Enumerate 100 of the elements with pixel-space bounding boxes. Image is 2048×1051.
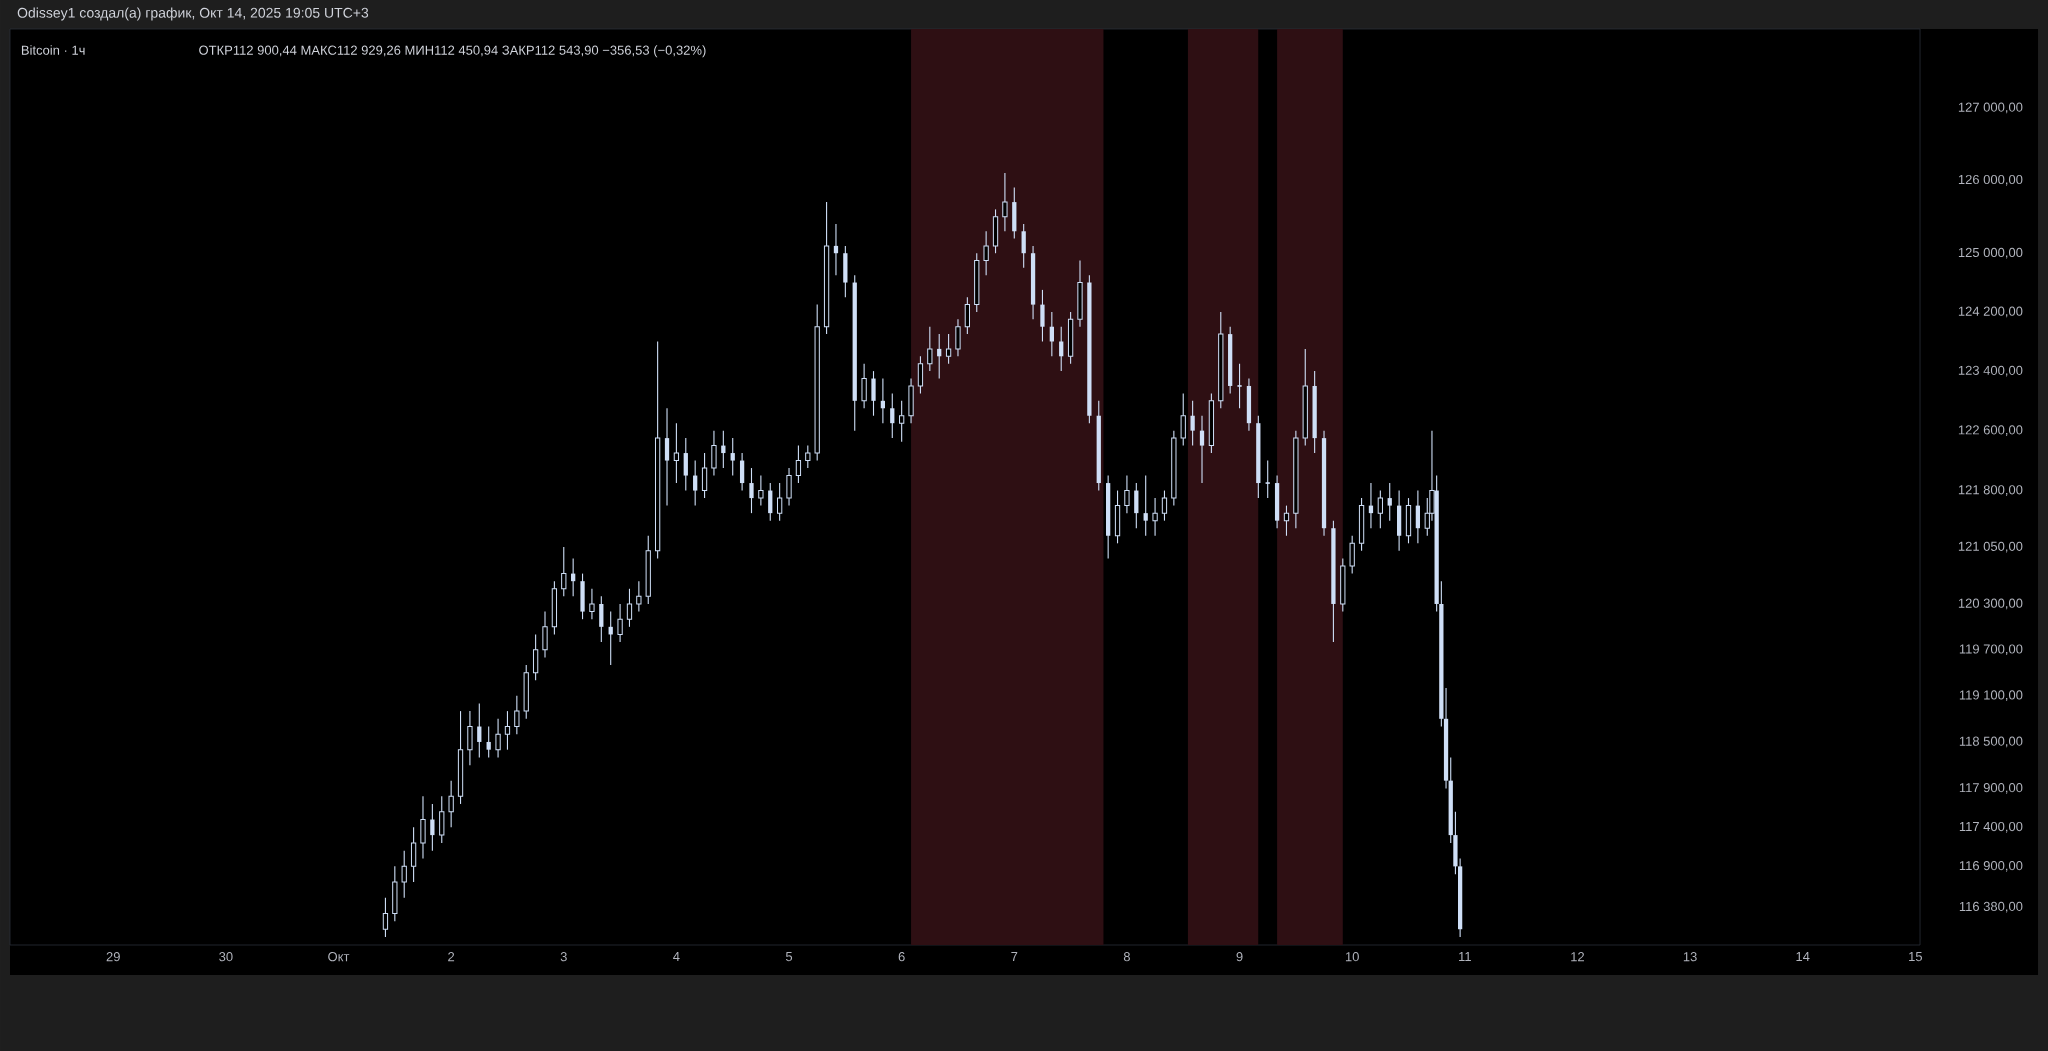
x-tick-label: 13 xyxy=(1683,952,1697,962)
x-tick-label: 2 xyxy=(448,952,455,962)
candlestick xyxy=(805,445,811,469)
x-tick-label: 8 xyxy=(1123,952,1130,962)
candlestick xyxy=(899,400,905,443)
candlestick xyxy=(1180,392,1186,447)
x-tick-label: 15 xyxy=(1909,952,1923,962)
candlestick xyxy=(664,407,670,507)
text: ОТКР112 900,44 МАКС112 929,26 МИН112 450,94 ЗАКР112 543,90 −356,53 (−0,32%) xyxy=(199,45,706,58)
candlestick xyxy=(890,392,895,439)
candlestick xyxy=(749,467,754,514)
candlestick xyxy=(495,718,501,758)
y-tick-label: 119 100,00 xyxy=(1959,690,2023,702)
candlestick xyxy=(1377,490,1383,529)
candlestick xyxy=(795,445,802,484)
candlestick xyxy=(561,546,567,597)
x-tick-label: Окт xyxy=(328,952,350,962)
candlestick xyxy=(514,695,520,735)
candlestick xyxy=(1021,223,1026,269)
text: Bitcoin · 1ч xyxy=(21,45,85,55)
candlestick xyxy=(983,230,989,276)
candlestick xyxy=(945,333,952,365)
y-tick-label: 126 000,00 xyxy=(1958,174,2023,186)
y-tick-label: 125 000,00 xyxy=(1958,247,2023,259)
candlestick xyxy=(1415,490,1421,544)
x-tick-label: 6 xyxy=(898,952,905,962)
candlestick xyxy=(758,475,764,507)
candlestick xyxy=(504,710,511,751)
y-tick-label: 123 400,00 xyxy=(1958,365,2023,377)
candlestick xyxy=(477,702,482,758)
y-tick-label: 118 500,00 xyxy=(1959,736,2023,748)
candlestick xyxy=(1124,475,1130,514)
candlestick xyxy=(1002,172,1008,232)
candlestick xyxy=(711,430,717,477)
candlestick xyxy=(739,452,745,492)
candlestick xyxy=(542,611,548,658)
candlestick xyxy=(1134,482,1139,529)
x-tick-label: 9 xyxy=(1236,952,1243,962)
x-tick-label: 10 xyxy=(1345,952,1359,962)
candlestick xyxy=(683,437,688,492)
candlestick xyxy=(1143,475,1148,537)
candlestick xyxy=(448,780,454,828)
candlestick xyxy=(1040,289,1045,343)
y-tick-label: 121 050,00 xyxy=(1958,541,2023,553)
y-tick-label: 119 700,00 xyxy=(1959,644,2023,656)
y-tick-label: 117 900,00 xyxy=(1959,783,2023,794)
y-tick-label: 117 400,00 xyxy=(1959,821,2023,833)
candlestick xyxy=(1264,460,1271,499)
y-tick-label: 127 000,00 xyxy=(1958,102,2023,114)
candlestick xyxy=(917,355,924,394)
y-tick-label: 116 900,00 xyxy=(1959,861,2023,872)
text: Odissey1 создал(а) график, Окт 14, 2025 19:05 UTC+3 xyxy=(17,7,369,21)
candlestick xyxy=(1059,326,1064,372)
x-tick-label: 12 xyxy=(1571,952,1584,962)
candlestick xyxy=(786,467,792,507)
candlestick xyxy=(401,850,407,899)
candlestick xyxy=(486,725,491,758)
candlestick xyxy=(1190,400,1195,447)
y-tick-label: 121 800,00 xyxy=(1958,485,2023,496)
candlestick xyxy=(1387,482,1392,522)
candlestick xyxy=(701,452,708,499)
candlestick xyxy=(1236,363,1243,409)
candlestick xyxy=(1199,415,1205,484)
candlestick xyxy=(532,633,539,681)
candlestick xyxy=(382,897,389,938)
candlestick xyxy=(1161,490,1168,522)
candlestick xyxy=(693,460,698,507)
candlestick xyxy=(871,370,876,417)
candlestick xyxy=(673,422,680,484)
candlestick xyxy=(1152,497,1158,537)
candlestick xyxy=(1349,535,1355,575)
x-tick-label: 7 xyxy=(1011,952,1018,962)
candlestick xyxy=(768,482,773,522)
y-tick-label: 120 300,00 xyxy=(1958,598,2023,610)
x-tick-label: 30 xyxy=(219,952,233,962)
y-tick-label: 124 200,00 xyxy=(1958,306,2023,318)
candlestick xyxy=(777,482,783,522)
candlestick xyxy=(626,588,633,628)
candlestick xyxy=(1283,505,1290,537)
y-tick-label: 122 600,00 xyxy=(1958,425,2023,437)
candlestick xyxy=(955,318,961,357)
candlestick xyxy=(420,795,426,860)
x-tick-label: 4 xyxy=(673,952,680,962)
x-tick-label: 5 xyxy=(785,952,793,962)
candlestick xyxy=(599,595,604,643)
candlestick xyxy=(410,826,417,883)
x-tick-label: 3 xyxy=(560,952,567,962)
candlestick xyxy=(927,326,933,372)
candlestick xyxy=(430,803,435,852)
candlestick xyxy=(964,296,970,335)
candlestick xyxy=(861,363,867,409)
candlestick xyxy=(617,603,623,643)
candlestick xyxy=(833,223,839,276)
candlestick xyxy=(589,588,595,620)
candlestick xyxy=(439,795,445,844)
y-tick-label: 116 380,00 xyxy=(1959,901,2023,913)
x-tick-label: 11 xyxy=(1459,952,1471,962)
x-tick-label: 14 xyxy=(1796,952,1810,962)
x-tick-label: 29 xyxy=(106,952,120,962)
candlestick xyxy=(467,710,473,766)
